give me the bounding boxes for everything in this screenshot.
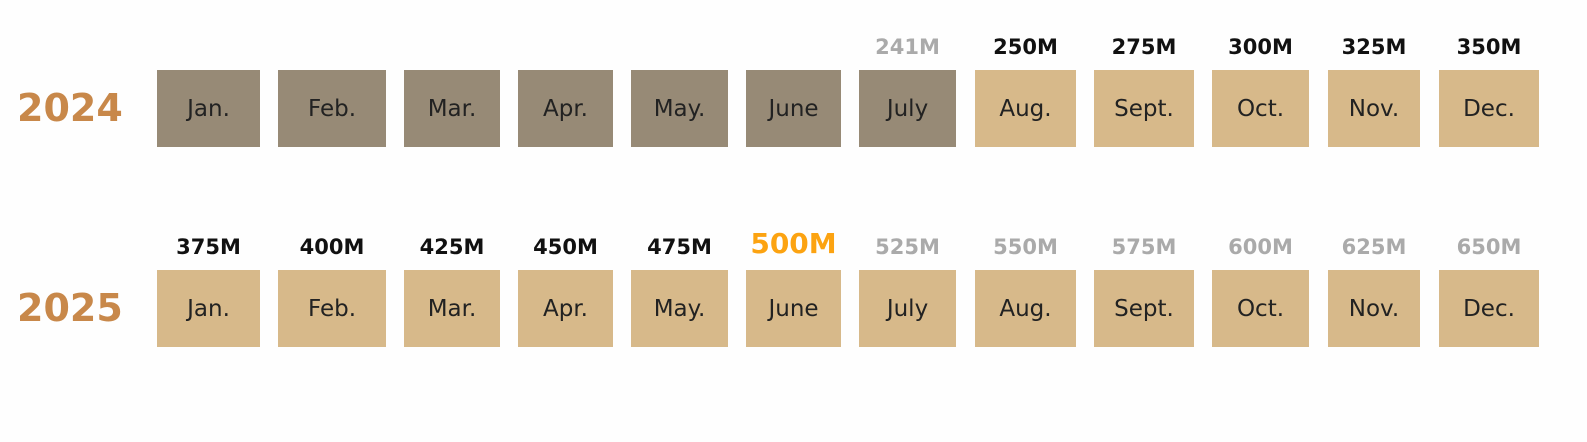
month-box <box>746 70 841 147</box>
month-box <box>975 270 1076 347</box>
month-box <box>746 270 841 347</box>
target-label: 375M <box>176 235 241 259</box>
target-label: 300M <box>1228 35 1293 59</box>
target-label: 450M <box>533 235 598 259</box>
month-label: June <box>766 96 818 122</box>
month-label: July <box>885 296 928 322</box>
month-box <box>1212 270 1309 347</box>
target-label: 325M <box>1342 35 1407 59</box>
month-label: Nov. <box>1349 96 1399 122</box>
month-box <box>631 70 728 147</box>
target-label: 500M <box>750 227 836 260</box>
month-box <box>404 270 500 347</box>
month-label: Sept. <box>1114 96 1174 122</box>
target-label: 525M <box>875 235 940 259</box>
month-label: Feb. <box>308 96 356 122</box>
month-box <box>518 270 613 347</box>
target-label: 250M <box>993 35 1058 59</box>
month-label: Jan. <box>185 296 230 322</box>
month-label: May. <box>654 296 706 322</box>
month-label: Nov. <box>1349 296 1399 322</box>
month-box <box>1439 270 1539 347</box>
month-label: Apr. <box>543 296 588 322</box>
month-box <box>278 70 386 147</box>
month-label: Oct. <box>1237 96 1284 122</box>
month-box <box>1328 270 1420 347</box>
target-label: 475M <box>647 235 712 259</box>
month-label: Jan. <box>185 96 230 122</box>
month-box <box>1094 270 1194 347</box>
month-box <box>278 270 386 347</box>
target-label: 650M <box>1457 235 1522 259</box>
month-box <box>404 70 500 147</box>
target-label: 625M <box>1342 235 1407 259</box>
month-box <box>859 70 956 147</box>
month-box <box>859 270 956 347</box>
month-label: Aug. <box>999 296 1051 322</box>
month-box <box>1094 70 1194 147</box>
month-label: Dec. <box>1463 96 1515 122</box>
month-box <box>975 70 1076 147</box>
month-box <box>1328 70 1420 147</box>
target-label: 350M <box>1457 35 1522 59</box>
target-label: 241M <box>875 35 940 59</box>
year-label: 2024 <box>17 86 123 130</box>
month-label: June <box>766 296 818 322</box>
month-label: Feb. <box>308 296 356 322</box>
target-label: 400M <box>300 235 365 259</box>
month-label: Aug. <box>999 96 1051 122</box>
month-label: Oct. <box>1237 296 1284 322</box>
target-label: 600M <box>1228 235 1293 259</box>
month-box <box>1439 70 1539 147</box>
month-label: Mar. <box>428 296 477 322</box>
year-label: 2025 <box>17 286 123 330</box>
target-label: 425M <box>420 235 485 259</box>
month-label: May. <box>654 96 706 122</box>
month-box <box>631 270 728 347</box>
month-box <box>157 70 260 147</box>
month-label: Sept. <box>1114 296 1174 322</box>
month-label: Mar. <box>428 96 477 122</box>
month-box <box>518 70 613 147</box>
month-box <box>1212 70 1309 147</box>
target-label: 550M <box>993 235 1058 259</box>
month-box <box>157 270 260 347</box>
target-label: 275M <box>1112 35 1177 59</box>
target-label: 575M <box>1112 235 1177 259</box>
month-label: Dec. <box>1463 296 1515 322</box>
month-label: Apr. <box>543 96 588 122</box>
month-label: July <box>885 96 928 122</box>
